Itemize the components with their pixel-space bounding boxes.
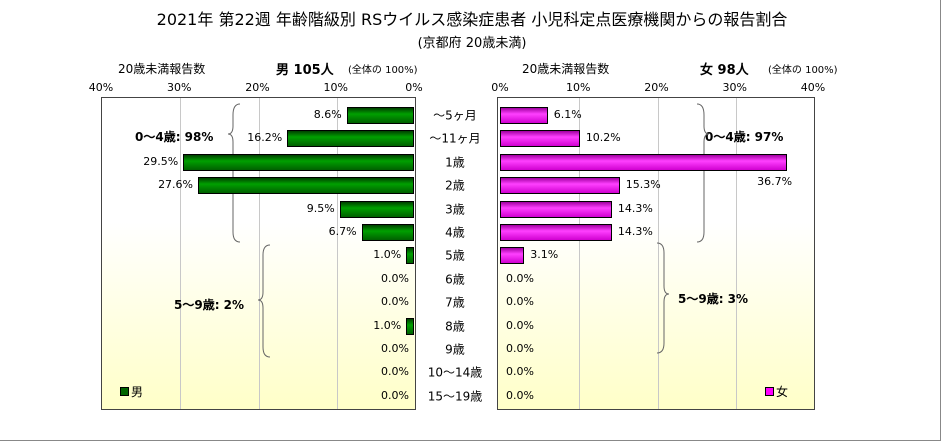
female-bar <box>500 224 612 241</box>
male-header-count: 男 105人 <box>276 63 334 78</box>
category-label: 3歳 <box>445 202 465 217</box>
chart-title: 2021年 第22週 年齢階級別 RSウイルス感染症患者 小児科定点医療機関から… <box>156 10 788 29</box>
male-value-label: 29.5% <box>143 154 179 168</box>
female-value-label: 0.0% <box>506 365 534 379</box>
male-value-label: 1.0% <box>373 318 402 332</box>
male-brace-5-9 <box>257 244 271 358</box>
category-label: 4歳 <box>445 225 465 240</box>
category-label: 5歳 <box>445 248 465 263</box>
female-value-label: 36.7% <box>757 174 793 188</box>
female-value-label: 14.3% <box>617 201 653 215</box>
male-gridline <box>336 98 338 409</box>
female-value-label: 10.2% <box>585 131 621 145</box>
female-value-label: 0.0% <box>506 342 534 355</box>
female-value-label: 6.1% <box>553 108 582 121</box>
female-bar <box>500 153 788 171</box>
male-value-label: 16.2% <box>247 131 283 145</box>
female-legend-swatch <box>765 387 774 396</box>
female-bar <box>500 107 548 124</box>
female-header-label: 20歳未満報告数 <box>522 62 610 76</box>
female-bar <box>500 177 620 195</box>
male-value-label: 0.0% <box>381 271 409 285</box>
female-annotation-5-9: 5～9歳: 3% <box>678 292 749 306</box>
female-gridline <box>579 98 581 409</box>
female-value-label: 0.0% <box>506 318 534 332</box>
female-value-label: 0.0% <box>506 271 534 285</box>
male-value-label: 0.0% <box>381 295 409 309</box>
male-bar <box>406 317 414 335</box>
male-annotation-5-9: 5～9歳: 2% <box>174 298 245 312</box>
female-brace-5-9 <box>656 242 670 354</box>
male-value-label: 1.0% <box>373 248 402 262</box>
male-tick-label: 40% <box>88 81 114 94</box>
female-annotation-0-4: 0～4歳: 97% <box>705 130 784 144</box>
category-label: ～5ヶ月 <box>433 108 477 123</box>
male-value-label: 0.0% <box>381 388 409 402</box>
category-label: ～11ヶ月 <box>429 131 481 146</box>
female-value-label: 0.0% <box>506 295 534 309</box>
female-gridline <box>735 98 737 409</box>
male-plot-area <box>101 97 416 410</box>
category-label: 7歳 <box>445 295 465 310</box>
male-gridline <box>180 98 182 409</box>
male-annotation-0-4: 0～4歳: 98% <box>135 130 214 144</box>
male-tick-label: 0% <box>405 81 423 94</box>
male-header-share: (全体の 100%) <box>348 65 418 76</box>
category-label: 2歳 <box>445 178 465 193</box>
male-header-label: 20歳未満報告数 <box>118 62 206 76</box>
female-tick-label: 20% <box>644 81 669 94</box>
chart-subtitle: (京都府 20歳未満) <box>417 36 527 51</box>
male-value-label: 9.5% <box>306 201 335 215</box>
male-value-label: 0.0% <box>381 342 409 355</box>
male-value-label: 0.0% <box>381 365 409 379</box>
female-legend-label: 女 <box>776 385 789 399</box>
female-tick-label: 0% <box>491 81 509 94</box>
male-brace-0-4 <box>227 103 241 243</box>
female-legend: 女 <box>765 383 788 400</box>
female-plot-area <box>497 97 815 410</box>
male-gridline <box>258 98 260 409</box>
female-value-label: 0.0% <box>506 388 534 402</box>
male-tick-label: 10% <box>323 81 348 94</box>
female-tick-label: 30% <box>722 81 747 94</box>
category-label: 1歳 <box>445 155 465 170</box>
male-bar <box>287 130 414 148</box>
male-bar <box>198 177 414 195</box>
male-bar <box>183 153 414 171</box>
female-value-label: 14.3% <box>617 225 653 238</box>
female-tick-label: 10% <box>566 81 591 94</box>
male-bar <box>361 224 414 241</box>
category-label: 10～14歳 <box>427 365 483 380</box>
male-bar <box>406 247 414 265</box>
male-value-label: 6.7% <box>328 225 357 238</box>
male-bar <box>339 200 414 218</box>
category-label: 9歳 <box>445 342 465 357</box>
female-header-count: 女 98人 <box>700 63 749 78</box>
male-legend-label: 男 <box>131 385 144 399</box>
category-label: 8歳 <box>445 319 465 334</box>
female-header-share: (全体の 100%) <box>768 65 838 76</box>
female-bar <box>500 247 525 265</box>
male-legend: 男 <box>120 383 143 400</box>
male-legend-swatch <box>120 387 129 396</box>
male-tick-label: 30% <box>167 81 192 94</box>
male-tick-label: 20% <box>245 81 270 94</box>
category-label: 15～19歳 <box>427 389 483 404</box>
female-bar <box>500 200 612 218</box>
female-value-label: 3.1% <box>530 248 559 262</box>
male-bar <box>346 107 414 124</box>
male-value-label: 27.6% <box>158 178 194 192</box>
female-gridline <box>657 98 659 409</box>
category-label: 6歳 <box>445 272 465 287</box>
female-brace-0-4 <box>696 103 710 243</box>
female-value-label: 15.3% <box>625 178 661 192</box>
female-tick-label: 40% <box>800 81 826 94</box>
male-value-label: 8.6% <box>313 108 342 121</box>
female-bar <box>500 130 580 148</box>
